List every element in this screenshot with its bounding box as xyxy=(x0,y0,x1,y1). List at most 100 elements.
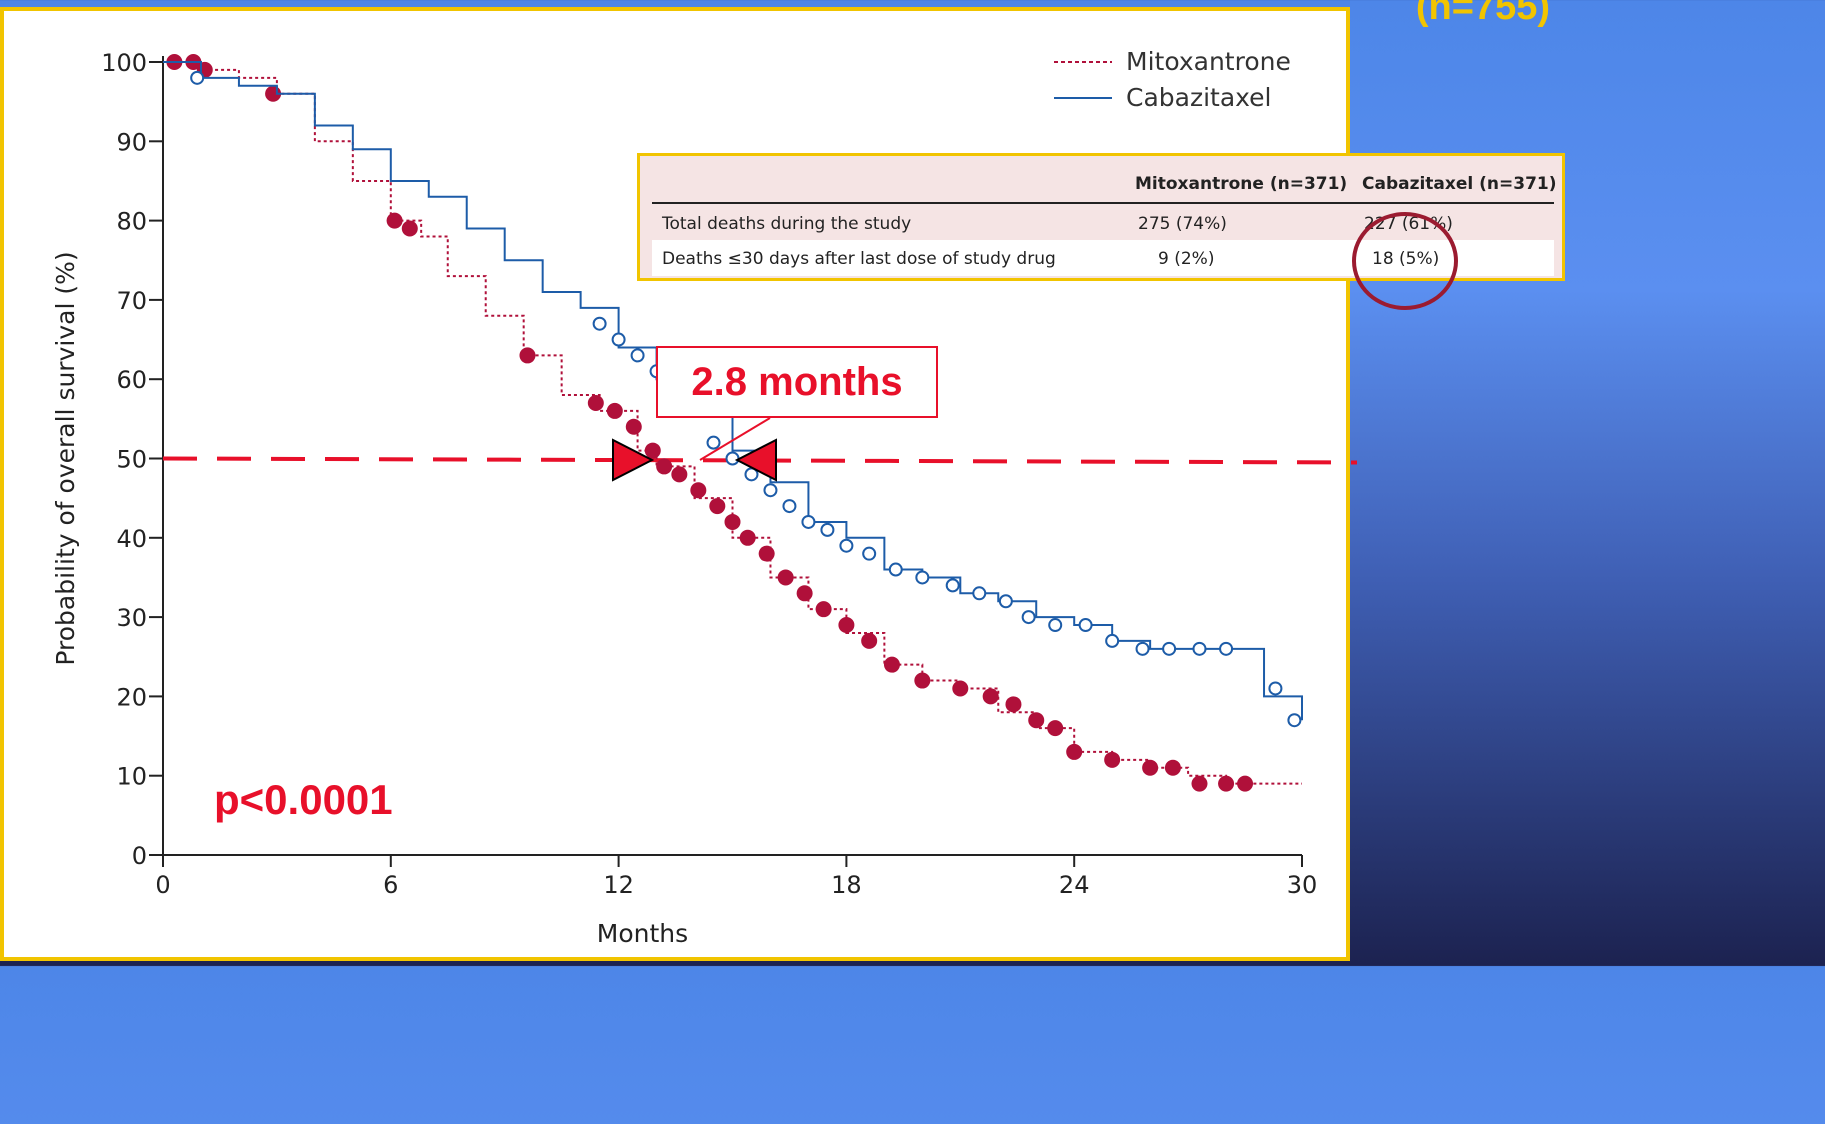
median-arrow-right xyxy=(734,438,777,482)
x-axis-title: Months xyxy=(597,919,688,948)
censor-point-cabazitaxel xyxy=(611,332,626,347)
censor-point-mitoxantrone xyxy=(1191,775,1208,792)
censor-point-mitoxantrone xyxy=(1104,751,1121,768)
censor-point-mitoxantrone xyxy=(739,529,756,546)
censor-point-mitoxantrone xyxy=(625,418,642,435)
y-axis-title: Probability of overall survival (%) xyxy=(51,251,80,665)
table-header-cabazitaxel: Cabazitaxel (n=371) xyxy=(1362,174,1557,194)
table-row-1-label: Total deaths during the study xyxy=(662,214,912,234)
censor-point-cabazitaxel xyxy=(763,483,778,498)
censor-point-cabazitaxel xyxy=(1287,713,1302,728)
censor-point-mitoxantrone xyxy=(1237,775,1254,792)
survival-chart: 0 10 20 30 40 50 60 70 80 90 100 0 6 12 18 24 30 Months Pr… xyxy=(51,47,1358,948)
censor-point-mitoxantrone xyxy=(587,394,604,411)
y-tick-label: 0 xyxy=(132,842,147,870)
y-tick-label: 30 xyxy=(116,604,147,632)
y-tick-label: 70 xyxy=(116,287,147,315)
median-arrow-left xyxy=(612,438,655,482)
censor-point-cabazitaxel xyxy=(888,562,903,577)
censor-point-mitoxantrone xyxy=(1028,712,1045,729)
censor-point-cabazitaxel xyxy=(1268,681,1283,696)
sample-size-label: (n=755) xyxy=(1415,0,1550,28)
x-tick-label: 6 xyxy=(383,871,398,899)
censor-point-mitoxantrone xyxy=(1047,720,1064,737)
median-difference-callout: 2.8 months xyxy=(656,346,938,418)
censor-point-cabazitaxel xyxy=(998,594,1013,609)
censor-point-cabazitaxel xyxy=(782,499,797,514)
chart-legend: Mitoxantrone Cabazitaxel xyxy=(1054,47,1291,112)
censor-point-cabazitaxel xyxy=(725,451,740,466)
table-header-mitoxantrone: Mitoxantrone (n=371) xyxy=(1135,174,1348,194)
censor-point-cabazitaxel xyxy=(972,586,987,601)
censor-point-mitoxantrone xyxy=(952,680,969,697)
censor-point-mitoxantrone xyxy=(690,482,707,499)
censor-point-cabazitaxel xyxy=(801,514,816,529)
censor-point-mitoxantrone xyxy=(644,442,661,459)
y-tick-label: 50 xyxy=(116,446,147,474)
x-tick-label: 12 xyxy=(603,871,634,899)
censor-point-cabazitaxel xyxy=(839,538,854,553)
chart-axes: 0 10 20 30 40 50 60 70 80 90 100 0 6 12 18 24 30 Months Pr… xyxy=(51,49,1317,948)
censor-point-cabazitaxel xyxy=(915,570,930,585)
censor-point-cabazitaxel xyxy=(820,522,835,537)
censor-point-cabazitaxel xyxy=(945,578,960,593)
legend-label-cabazitaxel: Cabazitaxel xyxy=(1126,83,1272,112)
legend-label-mitoxantrone: Mitoxantrone xyxy=(1126,47,1291,76)
censor-point-mitoxantrone xyxy=(724,513,741,530)
y-tick-label: 90 xyxy=(116,128,147,156)
censor-point-cabazitaxel xyxy=(630,348,645,363)
censor-point-cabazitaxel xyxy=(1219,641,1234,656)
x-tick-label: 30 xyxy=(1287,871,1318,899)
censor-point-mitoxantrone xyxy=(815,601,832,618)
censor-point-mitoxantrone xyxy=(796,585,813,602)
censor-point-cabazitaxel xyxy=(862,546,877,561)
censor-point-cabazitaxel xyxy=(1192,641,1207,656)
series-line-mitoxantrone xyxy=(163,61,1302,785)
censor-point-mitoxantrone xyxy=(606,402,623,419)
censor-point-mitoxantrone xyxy=(401,220,418,237)
x-tick-label: 18 xyxy=(831,871,862,899)
censor-point-cabazitaxel xyxy=(1162,641,1177,656)
censor-point-mitoxantrone xyxy=(758,545,775,562)
table-row-1-mitoxantrone: 275 (74%) xyxy=(1138,214,1227,234)
censor-point-mitoxantrone xyxy=(1218,775,1235,792)
censor-point-cabazitaxel xyxy=(1135,641,1150,656)
censor-point-mitoxantrone xyxy=(777,569,794,586)
callout-pointer xyxy=(699,417,771,461)
censor-point-mitoxantrone xyxy=(861,632,878,649)
censor-point-mitoxantrone xyxy=(386,212,403,229)
x-tick-label: 0 xyxy=(155,871,170,899)
censor-point-cabazitaxel xyxy=(592,316,607,331)
censor-point-mitoxantrone xyxy=(838,617,855,634)
censor-point-cabazitaxel xyxy=(1078,618,1093,633)
p-value-label: p<0.0001 xyxy=(214,776,393,823)
censor-point-cabazitaxel xyxy=(706,435,721,450)
y-tick-label: 100 xyxy=(101,49,147,77)
y-tick-label: 40 xyxy=(116,525,147,553)
censor-point-mitoxantrone xyxy=(519,347,536,364)
censor-point-mitoxantrone xyxy=(1142,759,1159,776)
highlight-circle xyxy=(1352,212,1458,310)
y-tick-label: 10 xyxy=(116,763,147,791)
censor-point-cabazitaxel xyxy=(1048,618,1063,633)
censor-point-mitoxantrone xyxy=(656,458,673,475)
y-tick-label: 60 xyxy=(116,366,147,394)
table-row-2-label: Deaths ≤30 days after last dose of study… xyxy=(662,249,1056,269)
censor-point-mitoxantrone xyxy=(883,656,900,673)
censor-point-mitoxantrone xyxy=(671,466,688,483)
x-tick-label: 24 xyxy=(1059,871,1090,899)
y-tick-label: 80 xyxy=(116,208,147,236)
table-row-2-mitoxantrone: 9 (2%) xyxy=(1158,249,1215,269)
censor-point-mitoxantrone xyxy=(709,498,726,515)
slide-background: (n=755) 0 10 20 30 40 50 60 70 80 90 100 0 6 12 18 24 30… xyxy=(0,0,1565,961)
censor-point-mitoxantrone xyxy=(914,672,931,689)
censor-point-mitoxantrone xyxy=(982,688,999,705)
censor-point-cabazitaxel xyxy=(190,70,205,85)
table-rule xyxy=(652,202,1554,204)
censor-point-mitoxantrone xyxy=(1164,759,1181,776)
censor-point-cabazitaxel xyxy=(1021,610,1036,625)
censor-point-mitoxantrone xyxy=(1066,743,1083,760)
y-tick-label: 20 xyxy=(116,683,147,711)
censor-point-mitoxantrone xyxy=(1005,696,1022,713)
censor-point-cabazitaxel xyxy=(1105,633,1120,648)
